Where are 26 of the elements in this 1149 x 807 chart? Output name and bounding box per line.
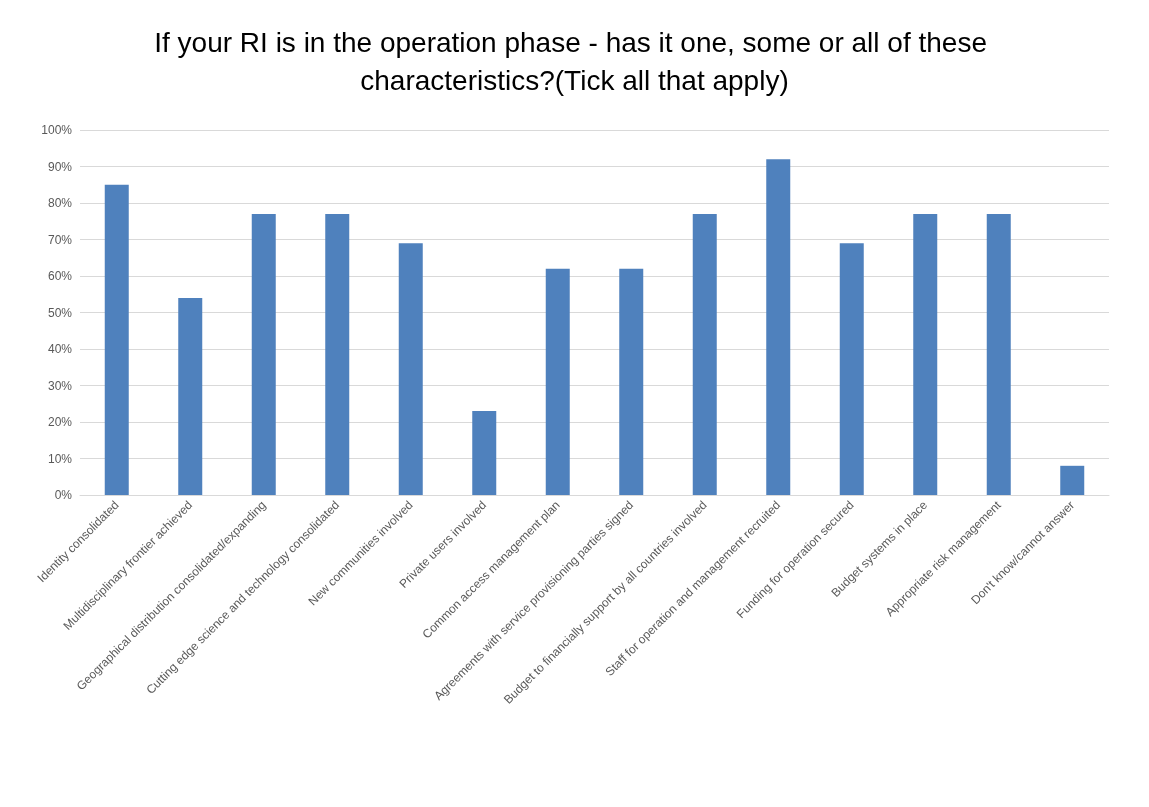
y-tick-label: 90% xyxy=(47,159,73,174)
bar xyxy=(251,213,276,495)
chart-title: If your RI is in the operation phase - has it one, some or all of these characteristics?(Tick all that apply) xyxy=(154,26,995,96)
y-tick-label: 80% xyxy=(47,196,73,210)
y-tick-label: 60% xyxy=(47,269,73,283)
bar xyxy=(692,213,717,495)
y-tick-label: 20% xyxy=(47,415,73,429)
bar xyxy=(545,268,570,495)
y-tick-label: 10% xyxy=(47,451,73,466)
bar xyxy=(986,213,1011,495)
bar xyxy=(325,213,350,495)
bar xyxy=(839,243,864,495)
y-tick-label: 30% xyxy=(47,378,73,393)
y-tick-label: 70% xyxy=(47,232,73,247)
y-tick-label: 0% xyxy=(54,488,73,502)
bar xyxy=(104,184,129,495)
bar xyxy=(178,297,203,495)
bar xyxy=(619,268,644,495)
y-tick-label: 40% xyxy=(47,342,73,356)
bar xyxy=(472,411,497,495)
y-tick-label: 100% xyxy=(41,123,73,137)
bar xyxy=(398,243,423,495)
y-tick-label: 50% xyxy=(47,305,73,320)
bar xyxy=(913,213,938,495)
bar xyxy=(1060,465,1085,495)
bar xyxy=(766,159,791,495)
